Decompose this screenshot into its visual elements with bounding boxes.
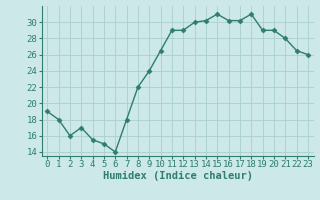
X-axis label: Humidex (Indice chaleur): Humidex (Indice chaleur) bbox=[103, 171, 252, 181]
